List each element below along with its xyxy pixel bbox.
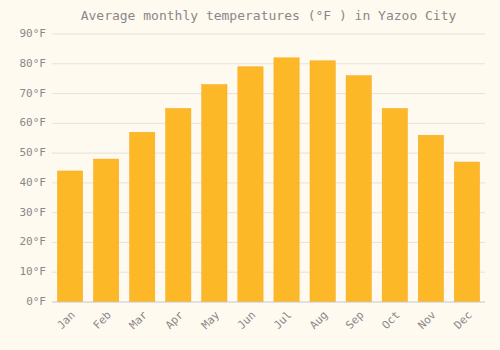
- x-tick-label: Feb: [91, 309, 114, 332]
- x-tick-label: Sep: [343, 309, 366, 332]
- y-tick-label: 70°F: [20, 87, 47, 100]
- y-tick-label: 30°F: [20, 206, 47, 219]
- bar: [166, 108, 191, 302]
- title: Average monthly temperatures (°F ) in Ya…: [81, 8, 457, 23]
- bar: [202, 85, 227, 302]
- grid-line: [52, 302, 485, 303]
- bar: [93, 159, 118, 302]
- background: [0, 0, 500, 350]
- bar: [57, 171, 82, 302]
- x-tick-label: Oct: [379, 309, 402, 332]
- grid-line: [52, 63, 485, 64]
- chart: 0°F 10°F 20°F 30°F 40°F 50°F 60°F 70°F 80°F 90°F J…: [0, 0, 500, 350]
- x-tick-label: Mar: [127, 308, 151, 332]
- grid-line: [52, 93, 485, 94]
- x-tick-label: May: [199, 308, 223, 332]
- y-tick-label: 50°F: [20, 146, 47, 159]
- grid: [52, 34, 485, 302]
- bar: [130, 132, 155, 302]
- y-tick-label: 80°F: [20, 57, 47, 70]
- bar: [418, 135, 443, 302]
- y-tick-label: 0°F: [26, 295, 46, 308]
- y-tick-label: 90°F: [20, 27, 47, 40]
- x-tick-label: Jun: [235, 309, 258, 332]
- y-tick-label: 40°F: [20, 176, 47, 189]
- grid-line: [52, 34, 485, 35]
- bar: [310, 61, 335, 302]
- bar: [454, 162, 479, 302]
- y-tick-label: 20°F: [20, 235, 47, 248]
- grid-line: [52, 123, 485, 124]
- x-tick-label: Aug: [307, 309, 330, 332]
- y-tick-label: 10°F: [20, 265, 47, 278]
- x-tick-label: Dec: [451, 309, 474, 332]
- y-tick-label: 60°F: [20, 116, 47, 129]
- bar: [238, 67, 263, 302]
- bar: [274, 58, 299, 302]
- bar: [382, 108, 407, 302]
- x-tick-label: Jan: [55, 309, 78, 332]
- bars: [57, 58, 479, 302]
- x-axis-line: [52, 302, 485, 303]
- x-tick-label: Nov: [415, 308, 439, 332]
- bar: [346, 76, 371, 302]
- x-tick-label: Apr: [163, 308, 187, 332]
- x-tick-label: Jul: [271, 309, 294, 332]
